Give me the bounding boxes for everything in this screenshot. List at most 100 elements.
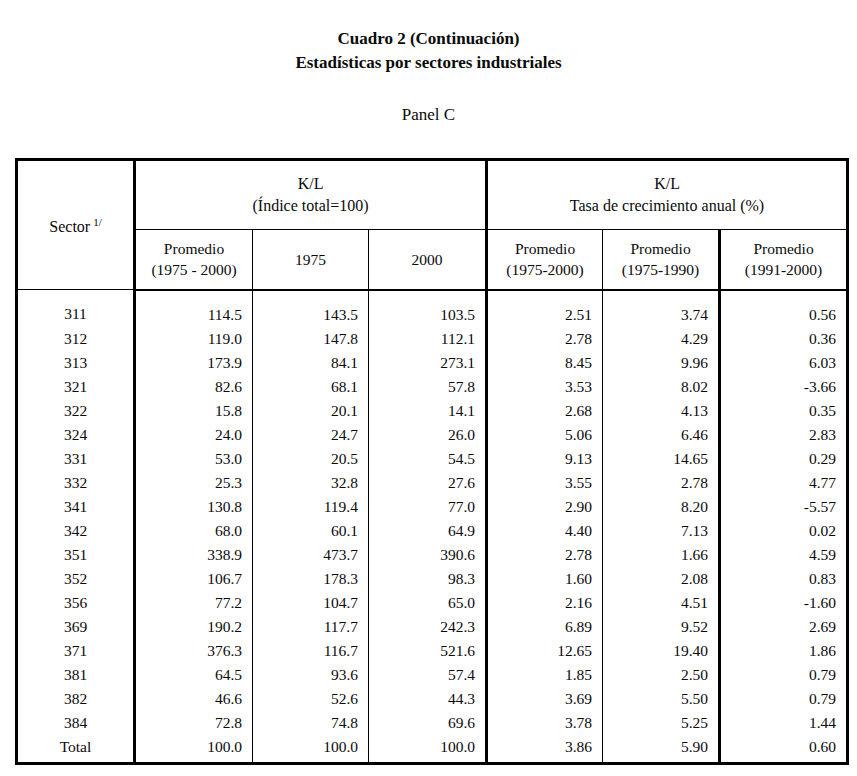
table-row: Total 100.0 100.0 100.0 3.86 5.90 0.60 [17,735,848,764]
value-cell: 65.0 [369,591,487,615]
sector-cell: 313 [17,351,135,375]
column-header-sector: Sector1/ [17,160,135,290]
value-cell: 52.6 [253,687,369,711]
sector-cell: 342 [17,519,135,543]
value-cell: -5.57 [720,495,848,519]
value-cell: 273.1 [369,351,487,375]
table-row: 331 53.0 20.5 54.5 9.13 14.65 0.29 [17,447,848,471]
value-cell: 2.68 [487,399,603,423]
sector-cell: 331 [17,447,135,471]
value-cell: 4.40 [487,519,603,543]
group-header-kl-index: K/L (Índice total=100) [135,160,487,230]
value-cell: 77.0 [369,495,487,519]
sector-cell: 369 [17,615,135,639]
panel-label: Panel C [0,104,857,126]
value-cell: 2.51 [487,290,603,327]
value-cell: 24.7 [253,423,369,447]
sector-cell: 321 [17,375,135,399]
value-cell: 242.3 [369,615,487,639]
document-title: Cuadro 2 (Continuación) [0,27,857,51]
value-cell: 100.0 [135,735,253,764]
statistics-table: Sector1/ K/L (Índice total=100) K/L Tasa… [15,158,849,765]
value-cell: 0.36 [720,327,848,351]
value-cell: 5.50 [603,687,720,711]
value-cell: 82.6 [135,375,253,399]
value-cell: 143.5 [253,290,369,327]
value-cell: 20.1 [253,399,369,423]
value-cell: 72.8 [135,711,253,735]
table-row: 381 64.5 93.6 57.4 1.85 2.50 0.79 [17,663,848,687]
value-cell: 0.35 [720,399,848,423]
value-cell: 3.55 [487,471,603,495]
value-cell: 1.66 [603,543,720,567]
table-row: 322 15.8 20.1 14.1 2.68 4.13 0.35 [17,399,848,423]
value-cell: 9.13 [487,447,603,471]
value-cell: 2.78 [603,471,720,495]
document-page: Cuadro 2 (Continuación) Estadísticas por… [0,0,857,776]
value-cell: 84.1 [253,351,369,375]
sector-cell: Total [17,735,135,764]
sector-cell: 341 [17,495,135,519]
value-cell: 7.13 [603,519,720,543]
value-cell: 98.3 [369,567,487,591]
value-cell: 93.6 [253,663,369,687]
sector-cell: 381 [17,663,135,687]
group-header-line1: K/L [488,173,846,195]
column-header-promedio-1975-2000-growth: Promedio (1975-2000) [487,230,603,290]
table-row: 332 25.3 32.8 27.6 3.55 2.78 4.77 [17,471,848,495]
value-cell: 473.7 [253,543,369,567]
table-row: 369 190.2 117.7 242.3 6.89 9.52 2.69 [17,615,848,639]
value-cell: 178.3 [253,567,369,591]
value-cell: 0.79 [720,687,848,711]
group-header-line2: Tasa de crecimiento anual (%) [488,195,846,217]
table-row: 313 173.9 84.1 273.1 8.45 9.96 6.03 [17,351,848,375]
table-row: 351 338.9 473.7 390.6 2.78 1.66 4.59 [17,543,848,567]
value-cell: 390.6 [369,543,487,567]
value-cell: 8.45 [487,351,603,375]
value-cell: 54.5 [369,447,487,471]
value-cell: 4.13 [603,399,720,423]
value-cell: 2.50 [603,663,720,687]
value-cell: 100.0 [369,735,487,764]
table-row: 342 68.0 60.1 64.9 4.40 7.13 0.02 [17,519,848,543]
value-cell: 3.74 [603,290,720,327]
value-cell: 119.0 [135,327,253,351]
value-cell: 12.65 [487,639,603,663]
value-cell: 5.90 [603,735,720,764]
value-cell: 27.6 [369,471,487,495]
value-cell: 32.8 [253,471,369,495]
value-cell: 1.86 [720,639,848,663]
value-cell: 9.96 [603,351,720,375]
value-cell: 2.83 [720,423,848,447]
table-row: 384 72.8 74.8 69.6 3.78 5.25 1.44 [17,711,848,735]
title-block: Cuadro 2 (Continuación) Estadísticas por… [0,27,857,75]
value-cell: 0.02 [720,519,848,543]
value-cell: 3.69 [487,687,603,711]
column-header-promedio-1975-1990: Promedio (1975-1990) [603,230,720,290]
value-cell: 64.5 [135,663,253,687]
table-row: 382 46.6 52.6 44.3 3.69 5.50 0.79 [17,687,848,711]
value-cell: 2.08 [603,567,720,591]
value-cell: 8.02 [603,375,720,399]
group-header-line2: (Índice total=100) [136,195,485,217]
value-cell: 15.8 [135,399,253,423]
value-cell: 14.1 [369,399,487,423]
value-cell: 119.4 [253,495,369,519]
value-cell: 1.60 [487,567,603,591]
value-cell: 0.60 [720,735,848,764]
value-cell: 103.5 [369,290,487,327]
value-cell: 114.5 [135,290,253,327]
value-cell: 521.6 [369,639,487,663]
value-cell: 1.85 [487,663,603,687]
table-row: 352 106.7 178.3 98.3 1.60 2.08 0.83 [17,567,848,591]
sector-cell: 324 [17,423,135,447]
value-cell: 338.9 [135,543,253,567]
value-cell: 6.46 [603,423,720,447]
footnote-marker: 1/ [93,216,102,228]
document-subtitle: Estadísticas por sectores industriales [0,51,857,75]
sector-cell: 311 [17,290,135,327]
value-cell: 0.29 [720,447,848,471]
value-cell: 25.3 [135,471,253,495]
value-cell: -3.66 [720,375,848,399]
value-cell: 104.7 [253,591,369,615]
